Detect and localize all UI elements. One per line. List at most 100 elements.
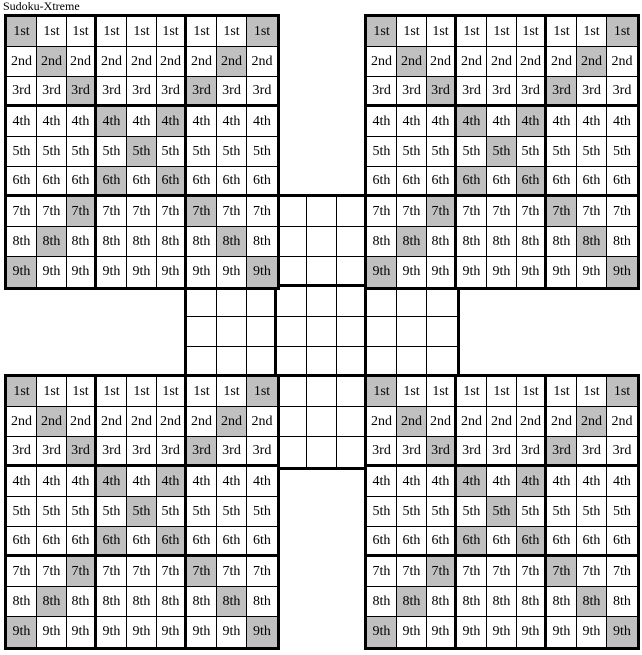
cell-bottom-left-r4c4: 4th bbox=[97, 467, 127, 497]
cell-top-right-r7c3: 7th bbox=[427, 197, 457, 227]
cell-top-right-r9c1: 9th bbox=[367, 257, 397, 287]
cell-center-r4c5 bbox=[307, 287, 337, 317]
cell-top-right-r6c7: 6th bbox=[547, 167, 577, 197]
cell-bottom-right-r4c5: 4th bbox=[487, 467, 517, 497]
cell-top-left-r2c4: 2nd bbox=[97, 47, 127, 77]
cell-top-right-r8c3: 8th bbox=[427, 227, 457, 257]
cell-bottom-left-r1c2: 1st bbox=[37, 377, 67, 407]
cell-center-r4c3 bbox=[247, 287, 277, 317]
cell-top-right-r4c2: 4th bbox=[397, 107, 427, 137]
cell-center-r2c4 bbox=[277, 227, 307, 257]
cell-bottom-left-r5c6: 5th bbox=[157, 497, 187, 527]
cell-top-right-r1c4: 1st bbox=[457, 17, 487, 47]
cell-bottom-right-r9c4: 9th bbox=[457, 617, 487, 647]
cell-top-right-r3c3: 3rd bbox=[427, 77, 457, 107]
cell-center-r5c2 bbox=[217, 317, 247, 347]
cell-bottom-left-r2c3: 2nd bbox=[67, 407, 97, 437]
cell-top-right-r3c5: 3rd bbox=[487, 77, 517, 107]
cell-top-right-r2c7: 2nd bbox=[547, 47, 577, 77]
cell-bottom-left-r6c5: 6th bbox=[127, 527, 157, 557]
grid-top-right: 1st 1st 1st 1st 1st 1st 1st 1st 1st 2nd 2nd 2nd 2nd 2… bbox=[364, 14, 640, 290]
cell-top-left-r7c2: 7th bbox=[37, 197, 67, 227]
cell-top-left-r3c4: 3rd bbox=[97, 77, 127, 107]
cell-center-r8c4 bbox=[277, 407, 307, 437]
cell-bottom-right-r7c2: 7th bbox=[397, 557, 427, 587]
cell-bottom-left-r9c2: 9th bbox=[37, 617, 67, 647]
cell-bottom-left-r9c8: 9th bbox=[217, 617, 247, 647]
cell-top-right-r4c5: 4th bbox=[487, 107, 517, 137]
cell-bottom-right-r2c4: 2nd bbox=[457, 407, 487, 437]
cell-bottom-right-r4c3: 4th bbox=[427, 467, 457, 497]
cell-center-r8c5 bbox=[307, 407, 337, 437]
cell-top-left-r7c7: 7th bbox=[187, 197, 217, 227]
cell-bottom-left-r5c7: 5th bbox=[187, 497, 217, 527]
cell-top-left-r9c8: 9th bbox=[217, 257, 247, 287]
cell-bottom-left-r5c8: 5th bbox=[217, 497, 247, 527]
cell-bottom-left-r2c8: 2nd bbox=[217, 407, 247, 437]
cell-bottom-left-r4c9: 4th bbox=[247, 467, 277, 497]
cell-top-left-r4c6: 4th bbox=[157, 107, 187, 137]
cell-bottom-left-r9c7: 9th bbox=[187, 617, 217, 647]
cell-bottom-right-r5c1: 5th bbox=[367, 497, 397, 527]
cell-bottom-right-r2c1: 2nd bbox=[367, 407, 397, 437]
cell-bottom-right-r6c5: 6th bbox=[487, 527, 517, 557]
cell-bottom-right-r3c9: 3rd bbox=[607, 437, 637, 467]
cell-center-r4c2 bbox=[217, 287, 247, 317]
cell-center-r6c9 bbox=[427, 347, 457, 377]
cell-top-right-r5c2: 5th bbox=[397, 137, 427, 167]
cell-top-left-r7c6: 7th bbox=[157, 197, 187, 227]
cell-bottom-left-r1c5: 1st bbox=[127, 377, 157, 407]
cell-center-r6c1 bbox=[187, 347, 217, 377]
cell-top-right-r1c3: 1st bbox=[427, 17, 457, 47]
cell-center-r4c6 bbox=[337, 287, 367, 317]
cell-bottom-right-r9c9: 9th bbox=[607, 617, 637, 647]
cell-center-r6c4 bbox=[277, 347, 307, 377]
cell-bottom-left-r1c1: 1st bbox=[7, 377, 37, 407]
cell-bottom-right-r3c7: 3rd bbox=[547, 437, 577, 467]
cell-top-left-r4c1: 4th bbox=[7, 107, 37, 137]
cell-top-left-r7c9: 7th bbox=[247, 197, 277, 227]
cell-bottom-left-r3c2: 3rd bbox=[37, 437, 67, 467]
cell-bottom-left-r2c6: 2nd bbox=[157, 407, 187, 437]
cell-bottom-left-r4c3: 4th bbox=[67, 467, 97, 497]
cell-top-right-r7c7: 7th bbox=[547, 197, 577, 227]
cell-top-right-r8c2: 8th bbox=[397, 227, 427, 257]
cell-top-left-r4c5: 4th bbox=[127, 107, 157, 137]
cell-top-right-r7c8: 7th bbox=[577, 197, 607, 227]
cell-top-left-r5c7: 5th bbox=[187, 137, 217, 167]
cell-bottom-left-r8c2: 8th bbox=[37, 587, 67, 617]
cell-top-right-r1c6: 1st bbox=[517, 17, 547, 47]
cell-bottom-right-r4c8: 4th bbox=[577, 467, 607, 497]
cell-top-right-r9c9: 9th bbox=[607, 257, 637, 287]
cell-bottom-right-r3c2: 3rd bbox=[397, 437, 427, 467]
cell-top-left-r8c2: 8th bbox=[37, 227, 67, 257]
cell-bottom-left-r8c3: 8th bbox=[67, 587, 97, 617]
cell-bottom-right-r1c3: 1st bbox=[427, 377, 457, 407]
cell-top-left-r7c1: 7th bbox=[7, 197, 37, 227]
cell-top-right-r9c5: 9th bbox=[487, 257, 517, 287]
cell-bottom-left-r7c6: 7th bbox=[157, 557, 187, 587]
cell-top-left-r9c2: 9th bbox=[37, 257, 67, 287]
cell-top-left-r5c1: 5th bbox=[7, 137, 37, 167]
cell-top-right-r3c9: 3rd bbox=[607, 77, 637, 107]
cell-top-left-r5c4: 5th bbox=[97, 137, 127, 167]
cell-top-right-r9c7: 9th bbox=[547, 257, 577, 287]
cell-top-left-r5c2: 5th bbox=[37, 137, 67, 167]
cell-top-right-r7c5: 7th bbox=[487, 197, 517, 227]
cell-top-left-r1c8: 1st bbox=[217, 17, 247, 47]
cell-bottom-left-r8c9: 8th bbox=[247, 587, 277, 617]
cell-bottom-right-r7c6: 7th bbox=[517, 557, 547, 587]
cell-bottom-right-r6c9: 6th bbox=[607, 527, 637, 557]
cell-top-left-r8c1: 8th bbox=[7, 227, 37, 257]
cell-top-right-r5c3: 5th bbox=[427, 137, 457, 167]
cell-top-left-r8c8: 8th bbox=[217, 227, 247, 257]
cell-bottom-left-r3c5: 3rd bbox=[127, 437, 157, 467]
cell-top-right-r6c5: 6th bbox=[487, 167, 517, 197]
cell-bottom-left-r2c9: 2nd bbox=[247, 407, 277, 437]
cell-top-left-r6c9: 6th bbox=[247, 167, 277, 197]
cell-top-right-r8c7: 8th bbox=[547, 227, 577, 257]
cell-top-right-r8c8: 8th bbox=[577, 227, 607, 257]
cell-center-r9c6 bbox=[337, 437, 367, 467]
cell-top-left-r8c6: 8th bbox=[157, 227, 187, 257]
cell-bottom-left-r1c7: 1st bbox=[187, 377, 217, 407]
